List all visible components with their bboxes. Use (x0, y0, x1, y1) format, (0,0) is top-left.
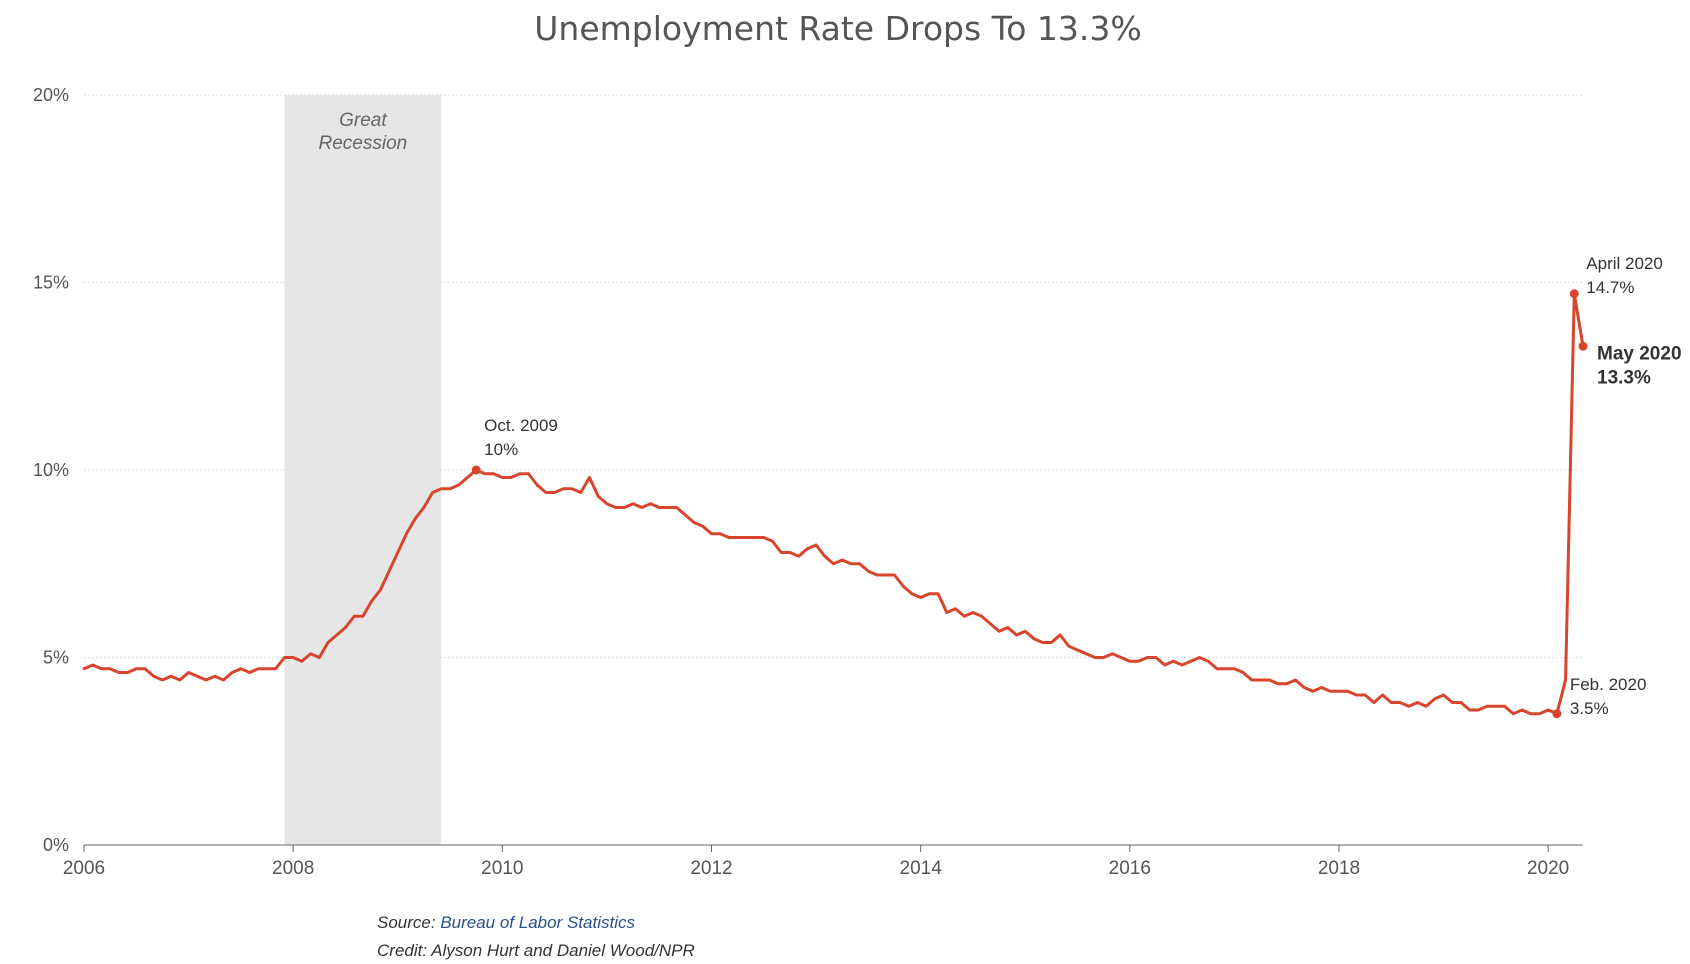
y-tick-label: 10% (33, 460, 69, 480)
y-tick-label: 20% (33, 85, 69, 105)
recession-label: Recession (319, 133, 408, 154)
annotation-label: Feb. 2020 (1570, 675, 1647, 694)
source-link[interactable]: Bureau of Labor Statistics (440, 913, 635, 932)
credit-line: Credit: Alyson Hurt and Daniel Wood/NPR (377, 941, 695, 960)
x-tick-label: 2016 (1109, 858, 1151, 879)
x-tick-label: 2010 (481, 858, 523, 879)
recession-band (284, 95, 442, 845)
annotation-label: 14.7% (1586, 278, 1634, 297)
annotation-label: 10% (484, 440, 518, 459)
chart-title: Unemployment Rate Drops To 13.3% (534, 9, 1141, 48)
x-tick-label: 2020 (1527, 858, 1569, 879)
source-prefix: Source: (377, 913, 441, 932)
x-tick-label: 2012 (690, 858, 732, 879)
x-tick-label: 2014 (900, 858, 943, 879)
y-tick-label: 0% (43, 835, 69, 855)
recession-label: Great (339, 110, 387, 131)
unemployment-rate-line (82, 292, 1585, 716)
annotation-marker (1552, 709, 1562, 719)
annotation-label: May 2020 (1597, 343, 1682, 364)
source-line: Source: Bureau of Labor Statistics (377, 913, 635, 933)
y-tick-label: 15% (33, 273, 69, 293)
annotation-marker (1578, 341, 1588, 351)
x-tick-label: 2006 (63, 858, 105, 879)
annotation-label: 3.5% (1570, 699, 1609, 718)
annotation-label: Oct. 2009 (484, 416, 558, 435)
annotation-marker (471, 465, 481, 475)
x-tick-label: 2008 (272, 858, 314, 879)
annotation-marker (1569, 289, 1579, 299)
x-tick-label: 2018 (1318, 858, 1360, 879)
y-tick-label: 5% (43, 648, 69, 668)
annotation-label: 13.3% (1597, 367, 1651, 388)
annotation-label: April 2020 (1586, 254, 1663, 273)
